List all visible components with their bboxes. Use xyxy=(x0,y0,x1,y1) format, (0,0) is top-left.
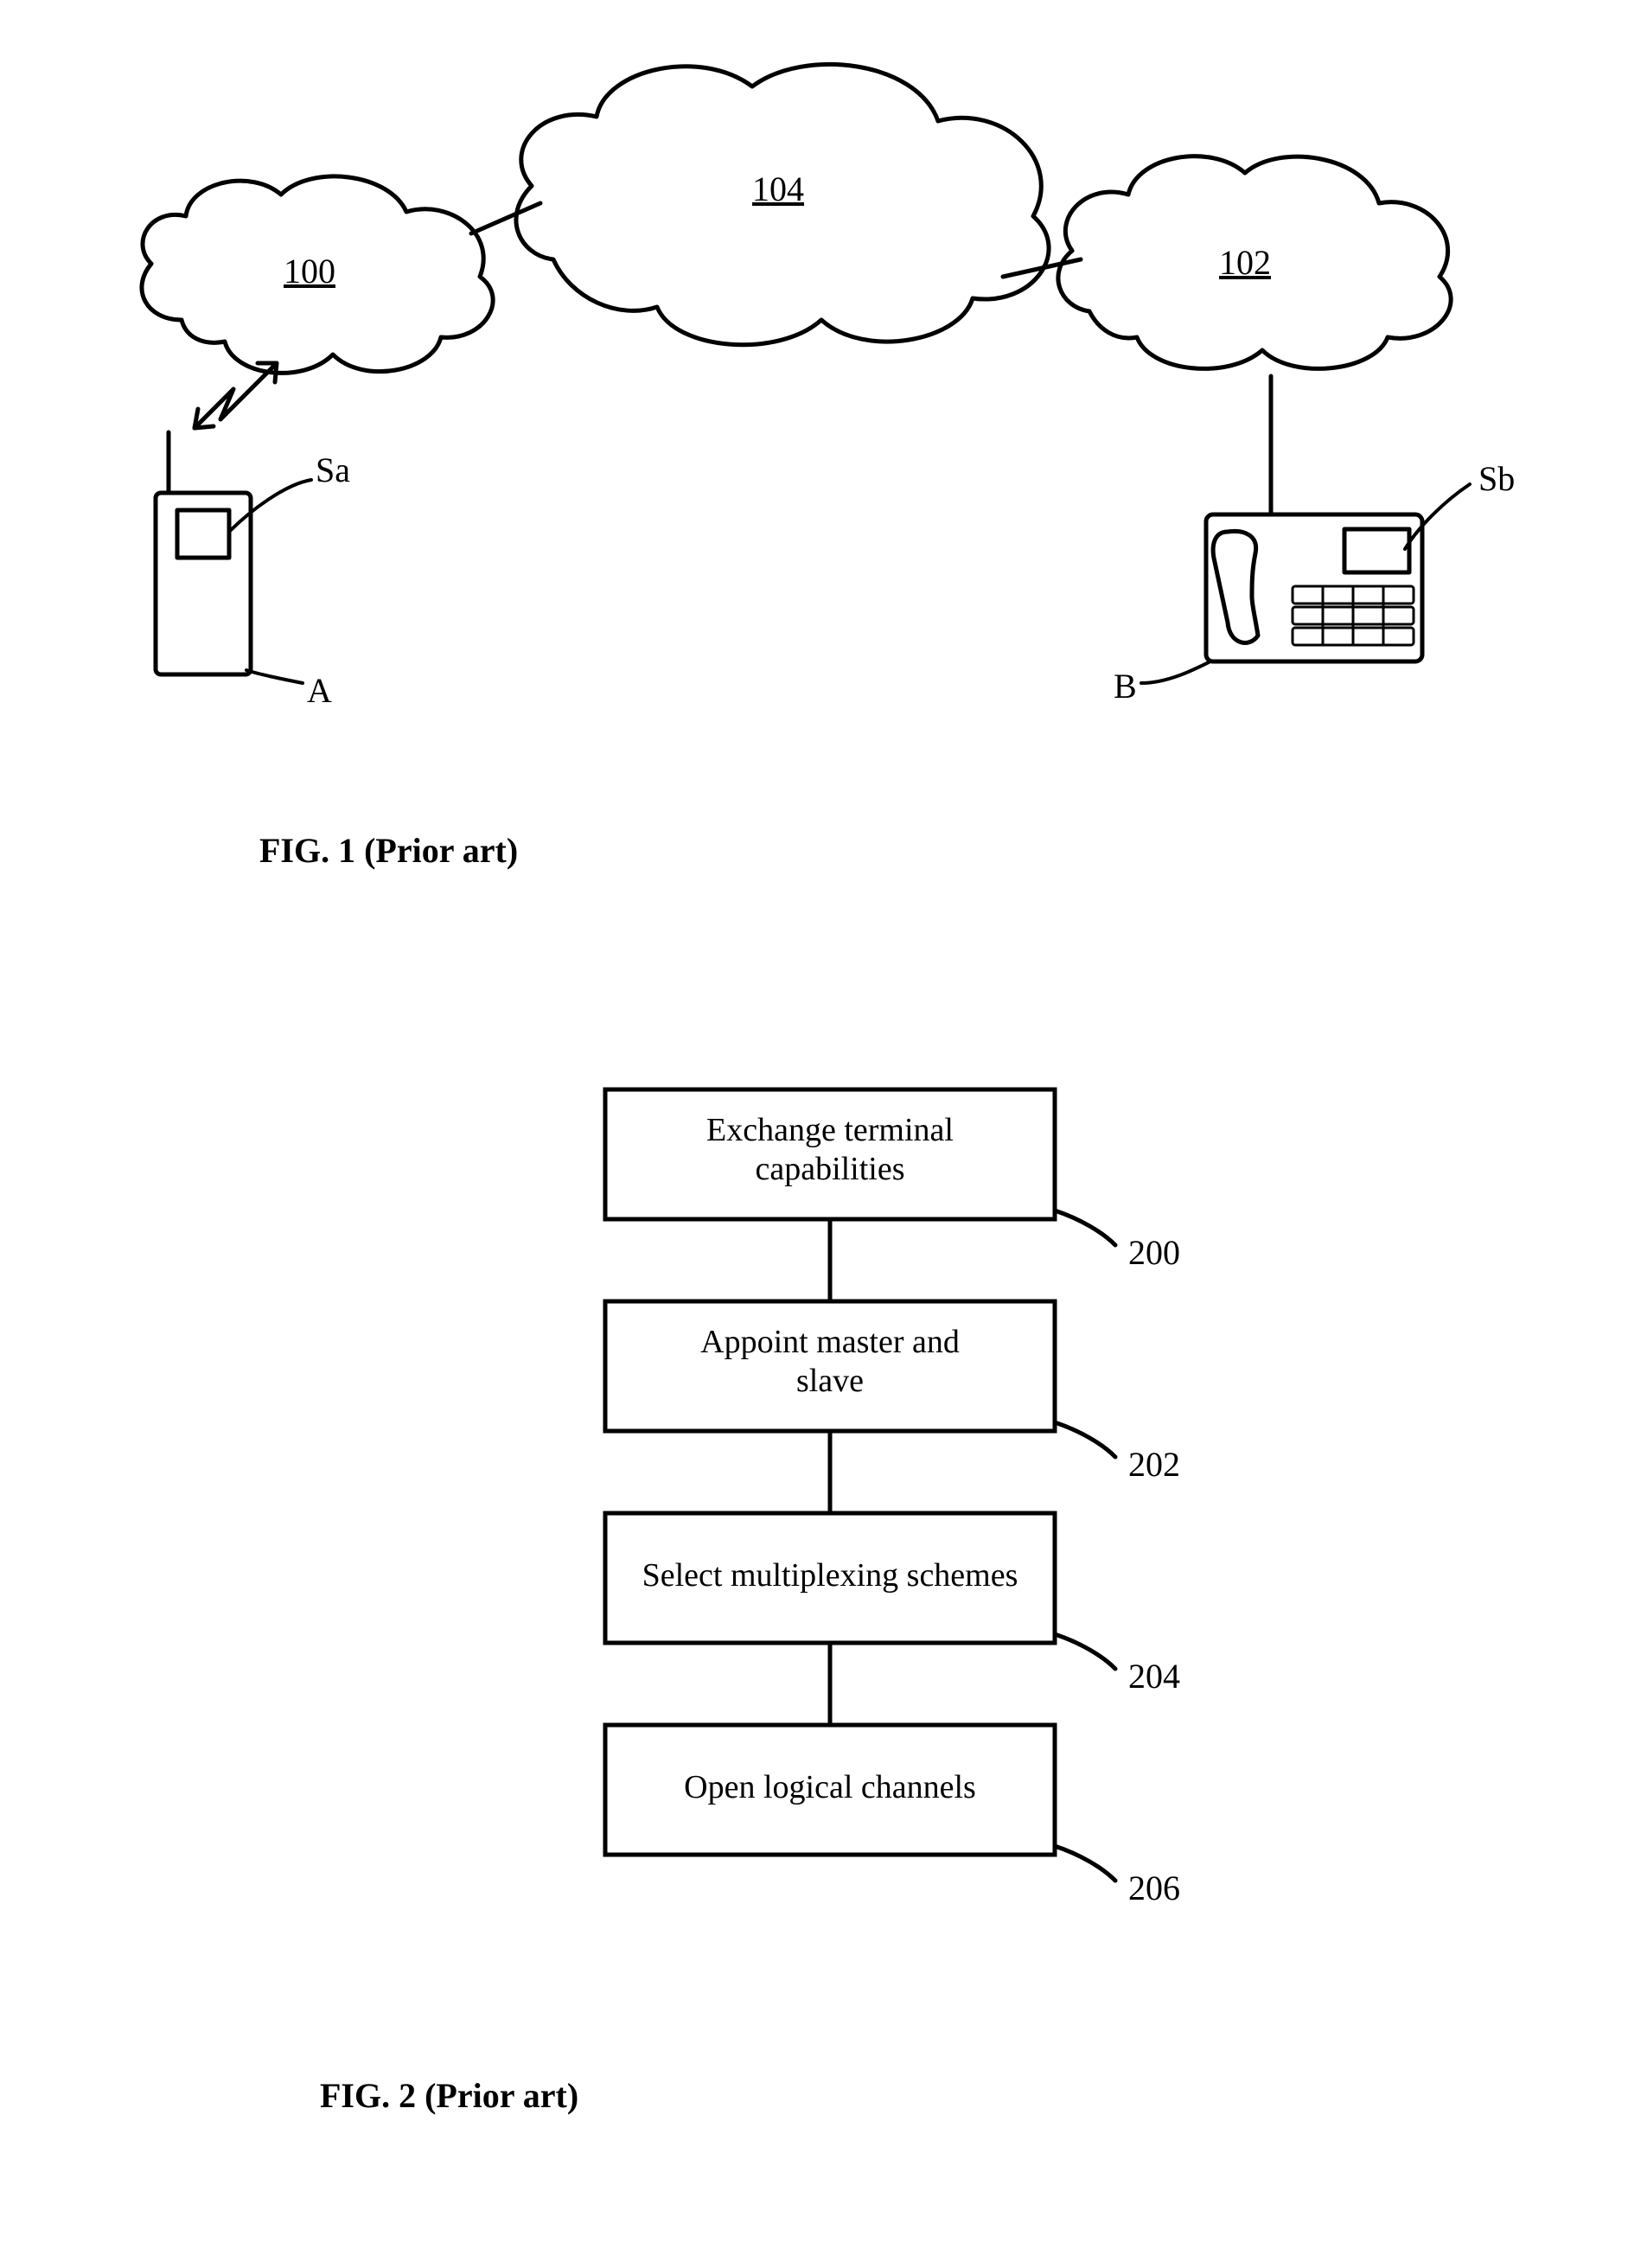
step-num-200: 200 xyxy=(1128,1232,1180,1273)
step-206-line1: Open logical channels xyxy=(605,1768,1055,1806)
wireless-arrow xyxy=(195,363,277,428)
step-204-line1: Select multiplexing schemes xyxy=(605,1556,1055,1594)
label-sa: Sa xyxy=(316,450,350,490)
terminal-b xyxy=(1206,514,1422,661)
step-200-line1: Exchange terminal xyxy=(605,1111,1055,1149)
page: 100 104 102 Sa A Sb B FIG. 1 (Prior art)… xyxy=(0,0,1628,2268)
step-202-line2: slave xyxy=(605,1362,1055,1400)
step-num-202: 202 xyxy=(1128,1444,1180,1485)
step-200-line2: capabilities xyxy=(605,1150,1055,1188)
cloud-100-label: 100 xyxy=(284,251,335,291)
label-sb: Sb xyxy=(1478,458,1515,499)
label-b: B xyxy=(1114,666,1137,706)
label-a: A xyxy=(307,670,332,711)
step-202-line1: Appoint master and xyxy=(605,1323,1055,1361)
terminal-a xyxy=(156,432,251,674)
figure-1-svg xyxy=(0,0,1628,865)
step-num-204: 204 xyxy=(1128,1656,1180,1696)
step-num-206: 206 xyxy=(1128,1868,1180,1908)
cloud-102-label: 102 xyxy=(1219,242,1271,283)
cloud-104-label: 104 xyxy=(752,169,804,209)
figure-2-caption: FIG. 2 (Prior art) xyxy=(320,2075,578,2116)
